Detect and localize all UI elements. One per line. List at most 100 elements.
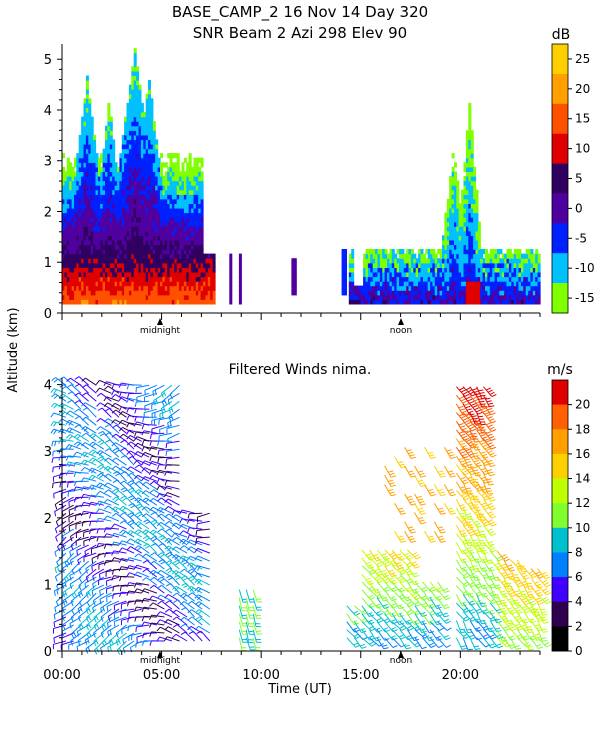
snr-cell — [506, 262, 510, 268]
wind-barb — [172, 592, 188, 602]
snr-cell — [143, 294, 147, 300]
snr-cell — [143, 189, 147, 195]
snr-cell — [100, 294, 104, 300]
snr-cell — [174, 249, 178, 255]
snr-cell — [470, 221, 474, 227]
snr-cell — [461, 244, 465, 250]
snr-cell — [176, 276, 180, 282]
snr-cell — [191, 235, 195, 241]
snr-cell — [102, 166, 106, 172]
snr-cell — [181, 180, 185, 186]
wind-barb — [437, 589, 451, 601]
snr-cell — [520, 285, 524, 291]
wind-barb — [71, 560, 82, 575]
snr-cell — [513, 290, 517, 296]
snr-cell — [176, 235, 180, 241]
snr-cell — [365, 276, 369, 282]
snr-cell — [78, 162, 82, 168]
snr-cell — [97, 198, 101, 204]
snr-cell — [152, 157, 156, 163]
snr-cell — [473, 294, 477, 300]
snr-cell — [124, 226, 128, 232]
snr-cell — [183, 253, 187, 259]
snr-midnight-marker — [157, 318, 163, 325]
wind-barb — [141, 529, 158, 538]
snr-cell — [401, 262, 405, 268]
snr-cell — [446, 281, 450, 287]
snr-cell — [473, 276, 477, 282]
snr-cell — [88, 267, 92, 273]
snr-cell — [62, 281, 65, 287]
snr-cell — [372, 253, 376, 259]
snr-cell — [530, 299, 534, 305]
snr-cell — [121, 144, 125, 150]
snr-cell — [399, 290, 402, 296]
snr-cell — [451, 203, 455, 209]
wind-cbar-label: 4 — [575, 595, 583, 609]
snr-cell — [83, 267, 87, 273]
snr-cell — [348, 299, 352, 305]
wind-barb — [482, 568, 495, 581]
wind-barb — [469, 516, 482, 528]
snr-cell — [164, 239, 168, 246]
snr-cell — [155, 203, 159, 209]
snr-cell — [138, 239, 142, 246]
snr-cell — [191, 176, 195, 182]
snr-cell — [105, 285, 108, 291]
snr-cell — [530, 285, 534, 291]
snr-cell — [64, 217, 68, 223]
snr-cell — [85, 107, 89, 113]
snr-cell — [461, 203, 465, 209]
snr-cell — [157, 194, 161, 200]
snr-cell — [181, 185, 185, 191]
wind-barb — [391, 637, 406, 648]
snr-cell — [188, 198, 192, 204]
snr-cell — [167, 258, 171, 264]
wind-barb — [462, 490, 477, 501]
snr-cell — [83, 194, 87, 200]
snr-cell — [513, 258, 517, 264]
snr-cell — [85, 112, 89, 118]
snr-cell — [105, 276, 108, 282]
snr-cell — [128, 253, 132, 259]
snr-cell — [463, 276, 467, 282]
snr-cell — [344, 258, 347, 264]
wind-barb — [118, 396, 135, 402]
snr-cell — [461, 285, 465, 291]
snr-cell — [468, 230, 472, 236]
snr-cell — [78, 290, 82, 296]
snr-cell — [83, 239, 87, 246]
wind-barb — [152, 384, 165, 397]
snr-cell — [186, 207, 190, 214]
snr-cell — [427, 258, 431, 264]
snr-cell — [74, 299, 77, 305]
snr-cell — [171, 253, 175, 259]
snr-cell — [485, 299, 488, 305]
snr-cell — [475, 249, 479, 255]
snr-cell — [465, 253, 469, 259]
snr-cell — [148, 102, 151, 109]
snr-cell — [81, 258, 85, 264]
snr-cell — [78, 194, 82, 200]
snr-cell — [401, 294, 405, 300]
wind-barb — [126, 582, 142, 588]
snr-cell — [117, 281, 120, 287]
snr-cell — [408, 299, 412, 305]
snr-cell — [117, 198, 120, 204]
snr-cell — [83, 125, 87, 131]
snr-cell — [121, 281, 125, 287]
snr-cell — [66, 185, 70, 191]
snr-cell — [143, 271, 147, 278]
snr-cell — [535, 281, 539, 287]
wind-barb — [469, 620, 482, 632]
snr-cell — [117, 239, 120, 246]
snr-cell — [468, 299, 472, 305]
snr-cell — [391, 290, 395, 296]
wind-barb — [149, 474, 165, 482]
snr-cell — [126, 230, 130, 236]
snr-cell — [470, 176, 474, 182]
snr-cell — [121, 271, 125, 278]
snr-cell — [160, 212, 163, 218]
snr-cell — [494, 258, 498, 264]
